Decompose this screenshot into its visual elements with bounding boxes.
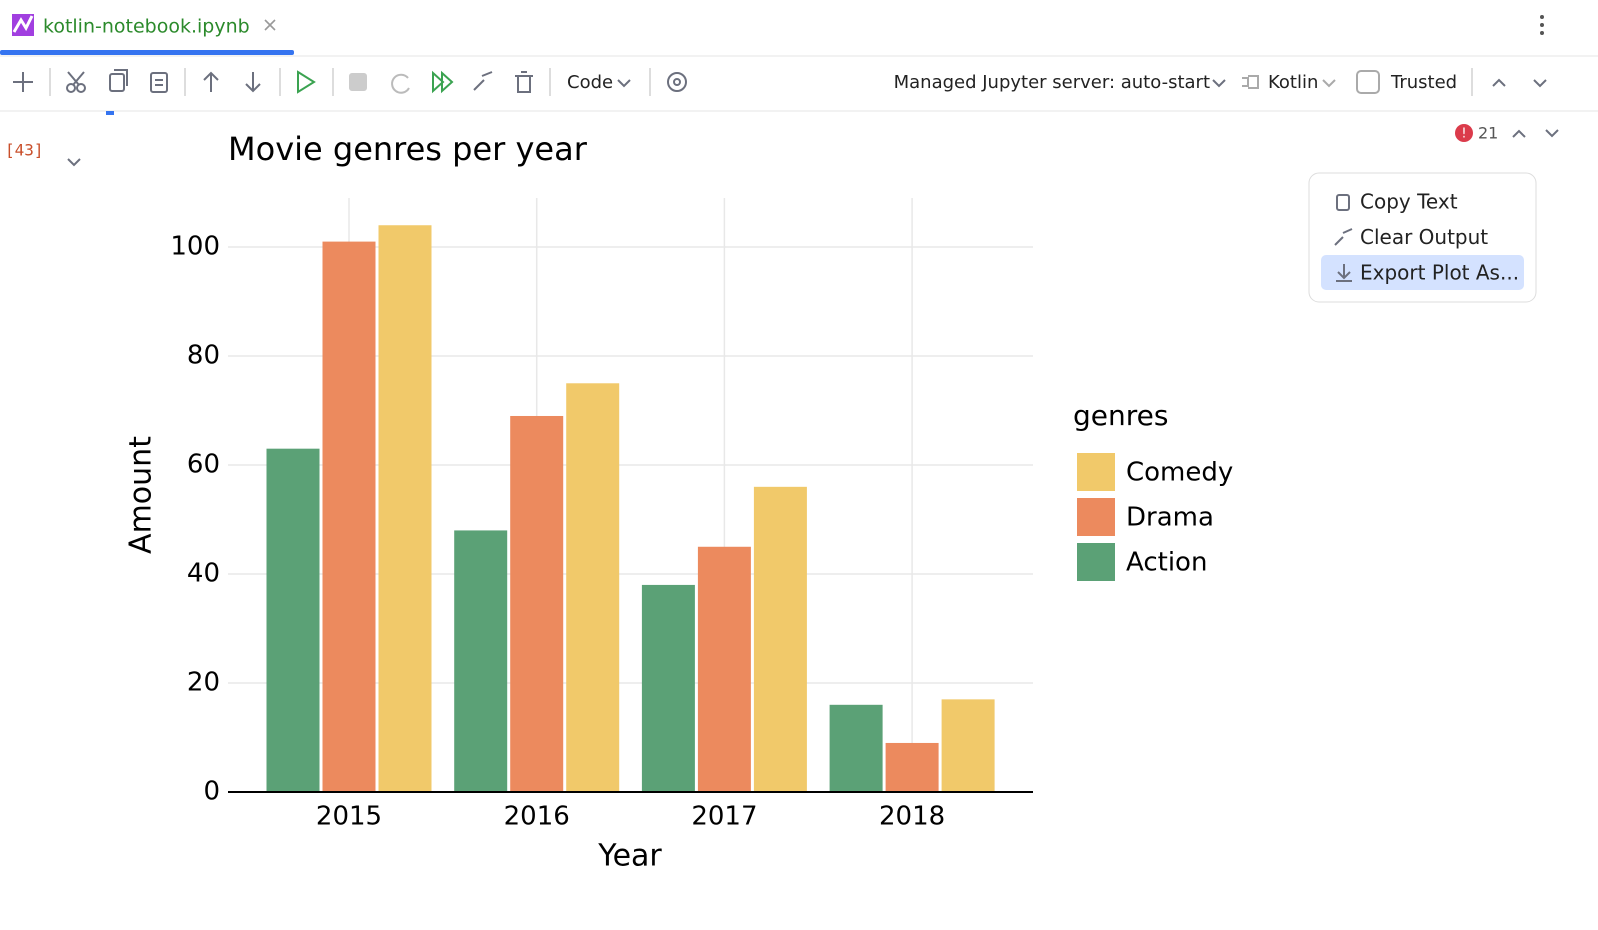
legend-label: Comedy: [1126, 458, 1233, 488]
bar: [266, 448, 320, 792]
bar: [885, 742, 939, 792]
bar: [641, 584, 695, 792]
navigate[interactable]: [1512, 129, 1559, 138]
bar: [454, 530, 508, 792]
legend-label: Action: [1126, 548, 1207, 578]
legend-swatch: [1077, 498, 1115, 536]
problems-icon[interactable]: [1455, 124, 1473, 142]
y-tick-label: 40: [187, 559, 220, 589]
menu-item[interactable]: Copy Text: [1360, 190, 1458, 214]
bar: [829, 704, 883, 792]
chart-title: Movie genres per year: [228, 130, 588, 168]
y-tick-label: 80: [187, 341, 220, 371]
x-tick-label: 2018: [879, 802, 945, 832]
cell-marker: [106, 111, 114, 115]
tab-underline: [0, 50, 294, 55]
trusted[interactable]: Trusted: [1390, 72, 1457, 93]
bar: [322, 241, 376, 793]
legend-swatch: [1077, 453, 1115, 491]
execution-count: [43]: [5, 141, 44, 160]
menu-item[interactable]: Export Plot As...: [1360, 261, 1519, 285]
menu-item[interactable]: Clear Output: [1360, 225, 1488, 249]
bar: [941, 699, 995, 792]
y-tick-label: 60: [187, 450, 220, 480]
collapse[interactable]: [67, 158, 81, 167]
toolbar-icons[interactable]: [13, 68, 1547, 96]
bar: [566, 383, 620, 792]
server[interactable]: Managed Jupyter server: auto-start: [894, 72, 1210, 93]
tab-title[interactable]: kotlin-notebook.ipynb: [43, 16, 250, 38]
notebook-icon-mark: [12, 15, 34, 33]
x-tick-label: 2015: [316, 802, 382, 832]
chart: Movie genres per year 0 20 40 60 80 100 2015 201…: [124, 130, 1234, 874]
y-tick-label: 100: [170, 232, 220, 262]
problems-count[interactable]: 21: [1478, 124, 1498, 143]
menu-highlight: [1321, 255, 1524, 290]
bar: [510, 415, 564, 792]
more[interactable]: [1540, 15, 1544, 19]
menu-icons: [1334, 194, 1353, 282]
kernel[interactable]: Kotlin: [1268, 72, 1318, 93]
legend-label: Drama: [1126, 503, 1214, 533]
menu-items: Copy Text Clear Output Export Plot As...: [1360, 190, 1519, 285]
y-axis-label: Amount: [124, 436, 159, 554]
more: [1540, 31, 1544, 35]
y-tick-label: 0: [203, 777, 220, 807]
cell-type[interactable]: Code: [567, 72, 613, 93]
x-tick-label: 2016: [504, 802, 570, 832]
bar: [697, 546, 751, 792]
legend-swatch: [1077, 543, 1115, 581]
y-tick-label: 20: [187, 668, 220, 698]
bar: [378, 225, 432, 793]
x-tick-label: 2017: [691, 802, 757, 832]
more: [1540, 23, 1544, 27]
bar: [753, 486, 807, 792]
legend-title: genres: [1073, 399, 1168, 432]
problems-icon-mark: !: [1461, 127, 1466, 142]
x-axis-label: Year: [597, 839, 662, 874]
tab-close[interactable]: [264, 19, 276, 31]
